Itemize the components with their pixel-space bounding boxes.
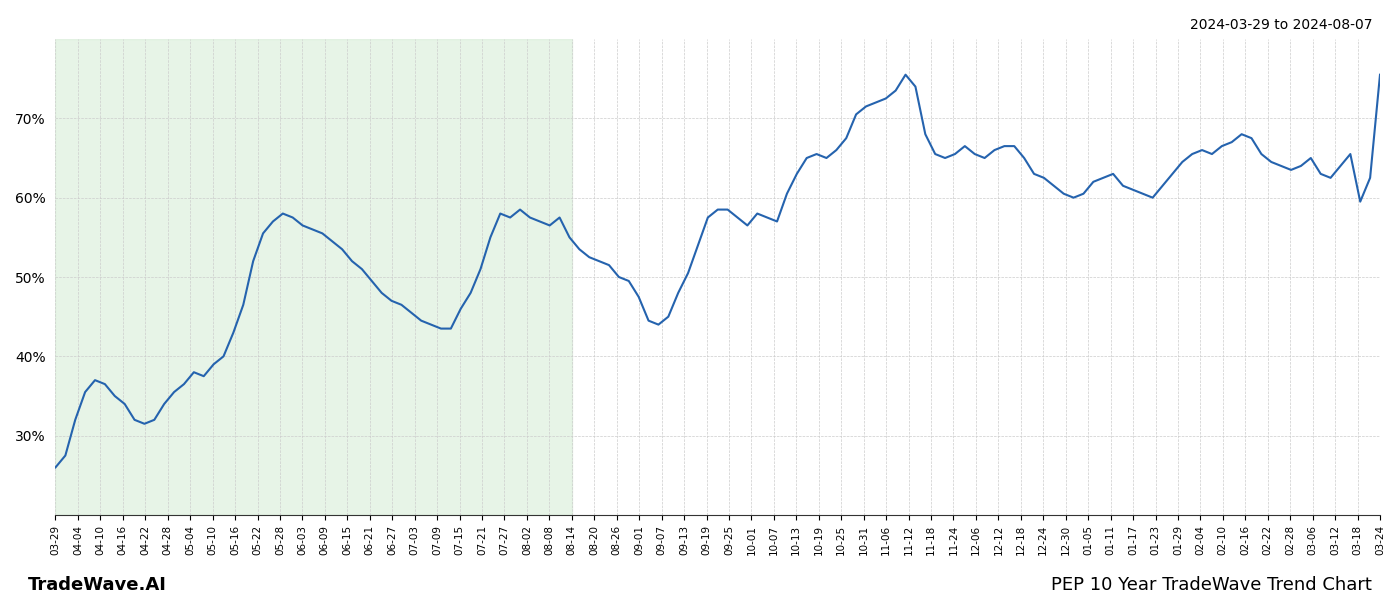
- Text: 2024-03-29 to 2024-08-07: 2024-03-29 to 2024-08-07: [1190, 18, 1372, 32]
- Text: TradeWave.AI: TradeWave.AI: [28, 576, 167, 594]
- Text: PEP 10 Year TradeWave Trend Chart: PEP 10 Year TradeWave Trend Chart: [1051, 576, 1372, 594]
- Bar: [56, 39, 571, 515]
